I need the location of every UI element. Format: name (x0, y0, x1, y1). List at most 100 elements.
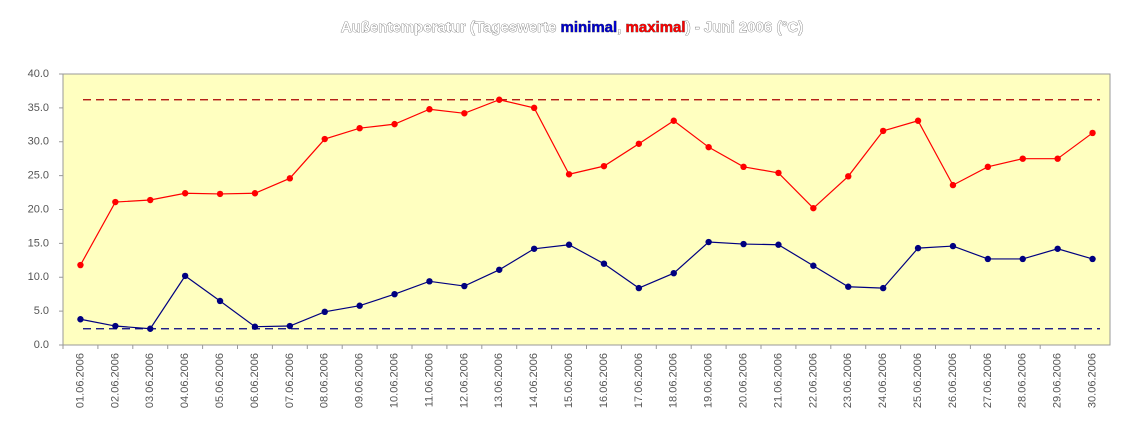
x-tick-label: 01.06.2006 (74, 353, 86, 408)
x-tick-label: 26.06.2006 (947, 353, 959, 408)
point (391, 120, 398, 128)
x-tick-label: 04.06.2006 (179, 353, 191, 408)
x-tick-label: 05.06.2006 (214, 353, 226, 408)
point (984, 255, 992, 263)
x-tick-label: 11.06.2006 (423, 353, 435, 407)
point (181, 272, 189, 280)
plot-area (62, 73, 1111, 346)
x-tick-label: 29.06.2006 (1052, 353, 1064, 408)
point (740, 240, 747, 248)
point (565, 241, 573, 248)
y-tick-label: 20.0 (28, 203, 49, 215)
point (356, 125, 363, 132)
point (1019, 155, 1026, 162)
point (670, 117, 677, 124)
point (77, 261, 84, 269)
x-tick-label: 08.06.2006 (319, 353, 331, 408)
point (496, 266, 503, 273)
point (426, 278, 433, 285)
x-tick-label: 07.06.2006 (284, 353, 296, 408)
point (181, 190, 189, 197)
point (845, 173, 852, 180)
x-tick-label: 12.06.2006 (458, 353, 470, 408)
point (461, 282, 468, 290)
x-tick-label: 18.06.2006 (668, 353, 680, 408)
point (740, 163, 747, 171)
x-tick-label: 03.06.2006 (144, 353, 156, 408)
point (321, 308, 328, 316)
y-tick-label: 0.0 (34, 339, 49, 351)
x-tick-label: 02.06.2006 (109, 353, 121, 408)
x-tick-label: 22.06.2006 (807, 353, 819, 408)
x-tick-label: 23.06.2006 (842, 353, 854, 408)
title-part: , (617, 19, 625, 36)
point (635, 284, 643, 292)
point (810, 204, 817, 212)
point (949, 242, 957, 250)
point (1089, 255, 1096, 263)
point (321, 135, 328, 143)
point (77, 316, 84, 323)
x-tick-label: 09.06.2006 (354, 353, 366, 408)
point (251, 190, 259, 197)
point (949, 181, 957, 189)
y-tick-label: 5.0 (34, 305, 49, 317)
point (530, 104, 538, 112)
point (914, 244, 922, 252)
point (705, 143, 712, 151)
point (984, 163, 992, 171)
title-part: maximal (626, 19, 686, 36)
y-tick-label: 40.0 (28, 68, 49, 80)
x-tick-label: 13.06.2006 (493, 353, 505, 408)
x-tick-label: 30.06.2006 (1086, 353, 1098, 408)
y-tick-label: 15.0 (28, 237, 49, 249)
y-tick-label: 25.0 (28, 170, 49, 182)
point (1019, 255, 1026, 263)
y-tick-label: 30.0 (28, 136, 49, 148)
point (600, 162, 608, 170)
point (461, 110, 468, 117)
point (810, 262, 817, 269)
point (286, 322, 294, 330)
point (635, 140, 643, 147)
point (496, 96, 503, 103)
point (879, 284, 887, 292)
point (112, 198, 119, 206)
point (1089, 129, 1096, 137)
point (216, 190, 224, 198)
point (1054, 245, 1061, 252)
x-tick-label: 24.06.2006 (877, 353, 889, 408)
x-tick-label: 17.06.2006 (633, 353, 645, 408)
point (356, 302, 363, 309)
y-tick-label: 10.0 (28, 271, 49, 283)
point (879, 127, 887, 135)
point (286, 175, 294, 182)
point (251, 323, 259, 330)
y-tick-label: 35.0 (28, 102, 49, 114)
point (670, 269, 677, 277)
point (1054, 155, 1061, 162)
x-tick-label: 15.06.2006 (563, 353, 575, 408)
point (565, 171, 573, 178)
series-line (79, 99, 1093, 266)
x-tick-label: 28.06.2006 (1017, 353, 1029, 408)
title-part: Außentemperatur (Tageswerte (341, 19, 561, 36)
point (216, 297, 224, 305)
x-tick-label: 19.06.2006 (703, 353, 715, 408)
point (391, 290, 398, 298)
x-tick-label: 10.06.2006 (388, 353, 400, 408)
point (775, 169, 782, 177)
chart-title: Außentemperatur (Tageswerte minimal, max… (341, 19, 804, 36)
point (775, 241, 782, 248)
point (845, 283, 852, 290)
x-tick-label: 21.06.2006 (772, 353, 784, 408)
point (112, 322, 119, 330)
title-part: minimal (561, 19, 618, 36)
x-tick-label: 06.06.2006 (249, 353, 261, 408)
x-tick-label: 14.06.2006 (528, 353, 540, 408)
point (147, 196, 154, 204)
point (147, 325, 154, 332)
x-tick-label: 20.06.2006 (737, 353, 749, 408)
